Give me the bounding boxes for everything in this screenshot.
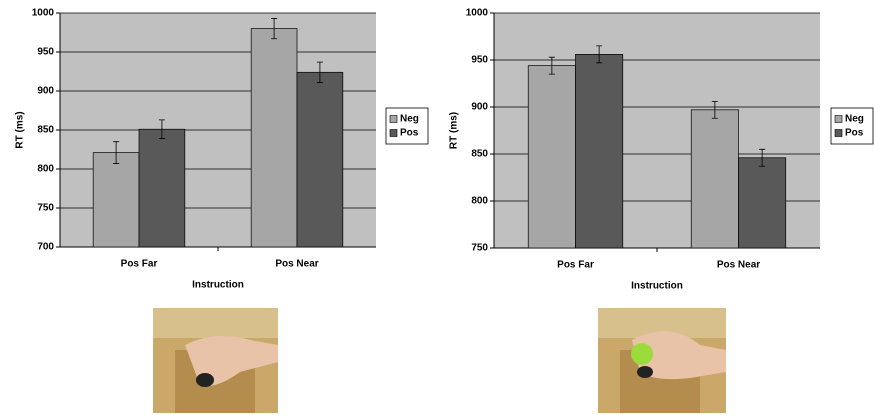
y-tick-label: 950 (37, 47, 54, 58)
chart: 700 750 800 850 900 950 1000 Pos Far Pos Near Ins… (15, 8, 428, 291)
bar (576, 54, 623, 248)
x-axis-label: Instruction (192, 280, 244, 291)
legend-label: Neg (400, 114, 419, 125)
y-axis-label: RT (ms) (15, 111, 26, 148)
y-tick-label: 750 (37, 203, 54, 214)
photo-right (598, 308, 726, 413)
figure: 700 750 800 850 900 950 1000 Pos Far Pos Near Ins… (0, 0, 874, 415)
y-tick-label: 900 (471, 102, 488, 113)
x-tick-label: Pos Near (275, 259, 318, 270)
photo-left (153, 308, 278, 413)
y-tick-label: 800 (37, 164, 54, 175)
y-tick-label: 700 (37, 242, 54, 253)
bar (739, 158, 786, 248)
legend: Neg Pos (831, 108, 873, 144)
bar (93, 153, 139, 247)
y-tick-label: 1000 (32, 8, 55, 19)
legend-label: Pos (845, 128, 864, 139)
y-tick-label: 850 (37, 125, 54, 136)
y-axis-label: RT (ms) (449, 112, 460, 149)
y-tick-label: 900 (37, 86, 54, 97)
x-tick-label: Pos Far (121, 259, 158, 270)
bar (251, 29, 297, 247)
legend-label: Pos (400, 128, 419, 139)
legend-swatch (390, 130, 397, 137)
y-tick-label: 750 (471, 243, 488, 254)
y-tick-label: 950 (471, 55, 488, 66)
x-tick-label: Pos Far (557, 260, 594, 271)
y-tick-label: 1000 (466, 8, 489, 19)
legend: Neg Pos (386, 108, 428, 144)
bar (528, 66, 575, 248)
x-tick-label: Pos Near (717, 260, 760, 271)
x-axis-label: Instruction (631, 281, 683, 292)
bar (691, 110, 738, 248)
bar (297, 72, 343, 247)
legend-swatch (835, 116, 842, 123)
page: {"chart_data": [ {"type": "bar", "x_labe… (0, 0, 874, 415)
bar (139, 129, 185, 247)
legend-label: Neg (845, 114, 864, 125)
legend-swatch (835, 130, 842, 137)
y-tick-label: 800 (471, 196, 488, 207)
y-tick-label: 850 (471, 149, 488, 160)
legend-swatch (390, 116, 397, 123)
chart: 750 800 850 900 950 1000 Pos Far Pos Near Instru… (449, 8, 873, 292)
